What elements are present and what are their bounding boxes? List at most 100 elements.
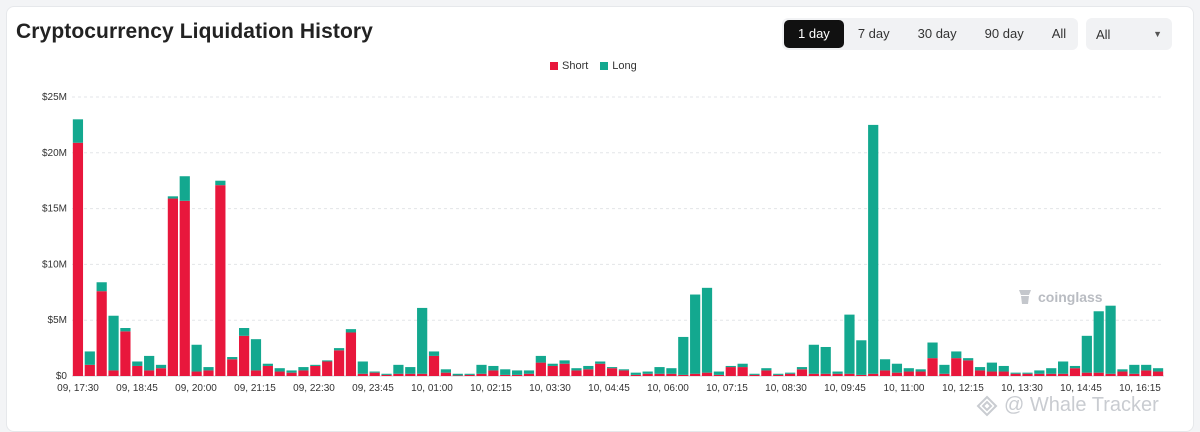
- bar-short[interactable]: [262, 365, 273, 376]
- bar-long[interactable]: [476, 364, 487, 374]
- bar-long[interactable]: [654, 367, 665, 374]
- bar-short[interactable]: [1093, 372, 1104, 376]
- bar-long[interactable]: [832, 371, 843, 374]
- bar-long[interactable]: [963, 358, 974, 361]
- bar-long[interactable]: [939, 364, 950, 374]
- bar-short[interactable]: [215, 185, 226, 376]
- bar-short[interactable]: [310, 365, 321, 376]
- bar-long[interactable]: [927, 342, 938, 359]
- bar-long[interactable]: [1034, 370, 1045, 374]
- bar-long[interactable]: [96, 282, 107, 292]
- bar-short[interactable]: [666, 373, 677, 376]
- bar-short[interactable]: [239, 335, 250, 376]
- bar-short[interactable]: [1117, 371, 1128, 376]
- bar-short[interactable]: [227, 359, 238, 376]
- bar-long[interactable]: [108, 315, 119, 371]
- bar-short[interactable]: [1034, 373, 1045, 376]
- bar-short[interactable]: [761, 370, 772, 376]
- bar-short[interactable]: [1141, 370, 1152, 376]
- bar-short[interactable]: [322, 361, 333, 376]
- bar-short[interactable]: [939, 373, 950, 376]
- bar-short[interactable]: [357, 373, 368, 376]
- bar-long[interactable]: [1117, 369, 1128, 372]
- bar-long[interactable]: [618, 369, 630, 371]
- bar-short[interactable]: [618, 370, 630, 376]
- bar-long[interactable]: [559, 360, 570, 364]
- bar-short[interactable]: [986, 371, 997, 376]
- bar-short[interactable]: [903, 371, 914, 376]
- bar-short[interactable]: [785, 373, 796, 376]
- bar-short[interactable]: [464, 374, 475, 376]
- bar-long[interactable]: [155, 364, 167, 369]
- bar-short[interactable]: [701, 372, 713, 376]
- bar-short[interactable]: [1022, 373, 1033, 376]
- bar-long[interactable]: [666, 368, 677, 374]
- bar-long[interactable]: [215, 180, 226, 186]
- bar-short[interactable]: [713, 374, 724, 376]
- bar-short[interactable]: [868, 373, 879, 376]
- bar-short[interactable]: [440, 372, 451, 376]
- bar-long[interactable]: [393, 364, 404, 374]
- bar-short[interactable]: [749, 374, 760, 376]
- bar-long[interactable]: [381, 373, 392, 375]
- bar-long[interactable]: [500, 369, 511, 375]
- bar-long[interactable]: [120, 328, 131, 332]
- bar-short[interactable]: [428, 355, 440, 376]
- bar-short[interactable]: [630, 374, 641, 376]
- bar-long[interactable]: [725, 365, 736, 368]
- bar-short[interactable]: [1010, 373, 1021, 376]
- bar-short[interactable]: [120, 331, 131, 376]
- bar-short[interactable]: [856, 374, 867, 376]
- bar-long[interactable]: [1022, 372, 1033, 374]
- bar-short[interactable]: [132, 365, 143, 376]
- bar-short[interactable]: [1152, 371, 1164, 376]
- bar-short[interactable]: [915, 371, 926, 376]
- bar-long[interactable]: [547, 363, 558, 366]
- bar-short[interactable]: [879, 370, 891, 376]
- bar-short[interactable]: [1081, 372, 1092, 376]
- range-button-7-day[interactable]: 7 day: [857, 26, 890, 41]
- bar-short[interactable]: [690, 373, 701, 376]
- bar-long[interactable]: [132, 361, 143, 366]
- bar-long[interactable]: [808, 344, 819, 374]
- bar-long[interactable]: [1141, 364, 1152, 371]
- bar-short[interactable]: [963, 360, 974, 376]
- bar-long[interactable]: [785, 372, 796, 374]
- bar-long[interactable]: [523, 370, 535, 374]
- bar-short[interactable]: [951, 358, 962, 376]
- bar-long[interactable]: [488, 365, 499, 371]
- bar-short[interactable]: [1069, 368, 1081, 376]
- bar-short[interactable]: [891, 372, 903, 376]
- bar-long[interactable]: [191, 344, 202, 372]
- bar-short[interactable]: [274, 371, 285, 376]
- bar-long[interactable]: [1058, 361, 1069, 374]
- bar-short[interactable]: [535, 362, 546, 376]
- bar-short[interactable]: [476, 373, 487, 376]
- bar-short[interactable]: [808, 373, 819, 376]
- bar-short[interactable]: [369, 372, 380, 376]
- bar-long[interactable]: [820, 346, 831, 374]
- bar-short[interactable]: [583, 369, 594, 376]
- bar-long[interactable]: [701, 287, 713, 373]
- bar-short[interactable]: [820, 373, 831, 376]
- bar-long[interactable]: [761, 368, 772, 371]
- bar-short[interactable]: [844, 373, 855, 376]
- bar-long[interactable]: [595, 361, 606, 364]
- range-button-30-day[interactable]: 30 day: [917, 26, 957, 41]
- bar-short[interactable]: [488, 370, 499, 376]
- bar-long[interactable]: [179, 176, 190, 201]
- bar-short[interactable]: [796, 369, 808, 376]
- bar-long[interactable]: [1069, 365, 1081, 369]
- bar-long[interactable]: [227, 357, 238, 360]
- bar-short[interactable]: [96, 291, 107, 376]
- bar-short[interactable]: [998, 371, 1009, 376]
- bar-short[interactable]: [832, 373, 843, 376]
- bar-short[interactable]: [84, 364, 95, 376]
- bar-long[interactable]: [951, 351, 962, 359]
- bar-long[interactable]: [773, 373, 784, 375]
- bar-long[interactable]: [1010, 372, 1021, 374]
- bar-long[interactable]: [310, 364, 321, 366]
- bar-long[interactable]: [428, 351, 440, 356]
- bar-short[interactable]: [1058, 373, 1069, 376]
- bar-long[interactable]: [452, 373, 463, 376]
